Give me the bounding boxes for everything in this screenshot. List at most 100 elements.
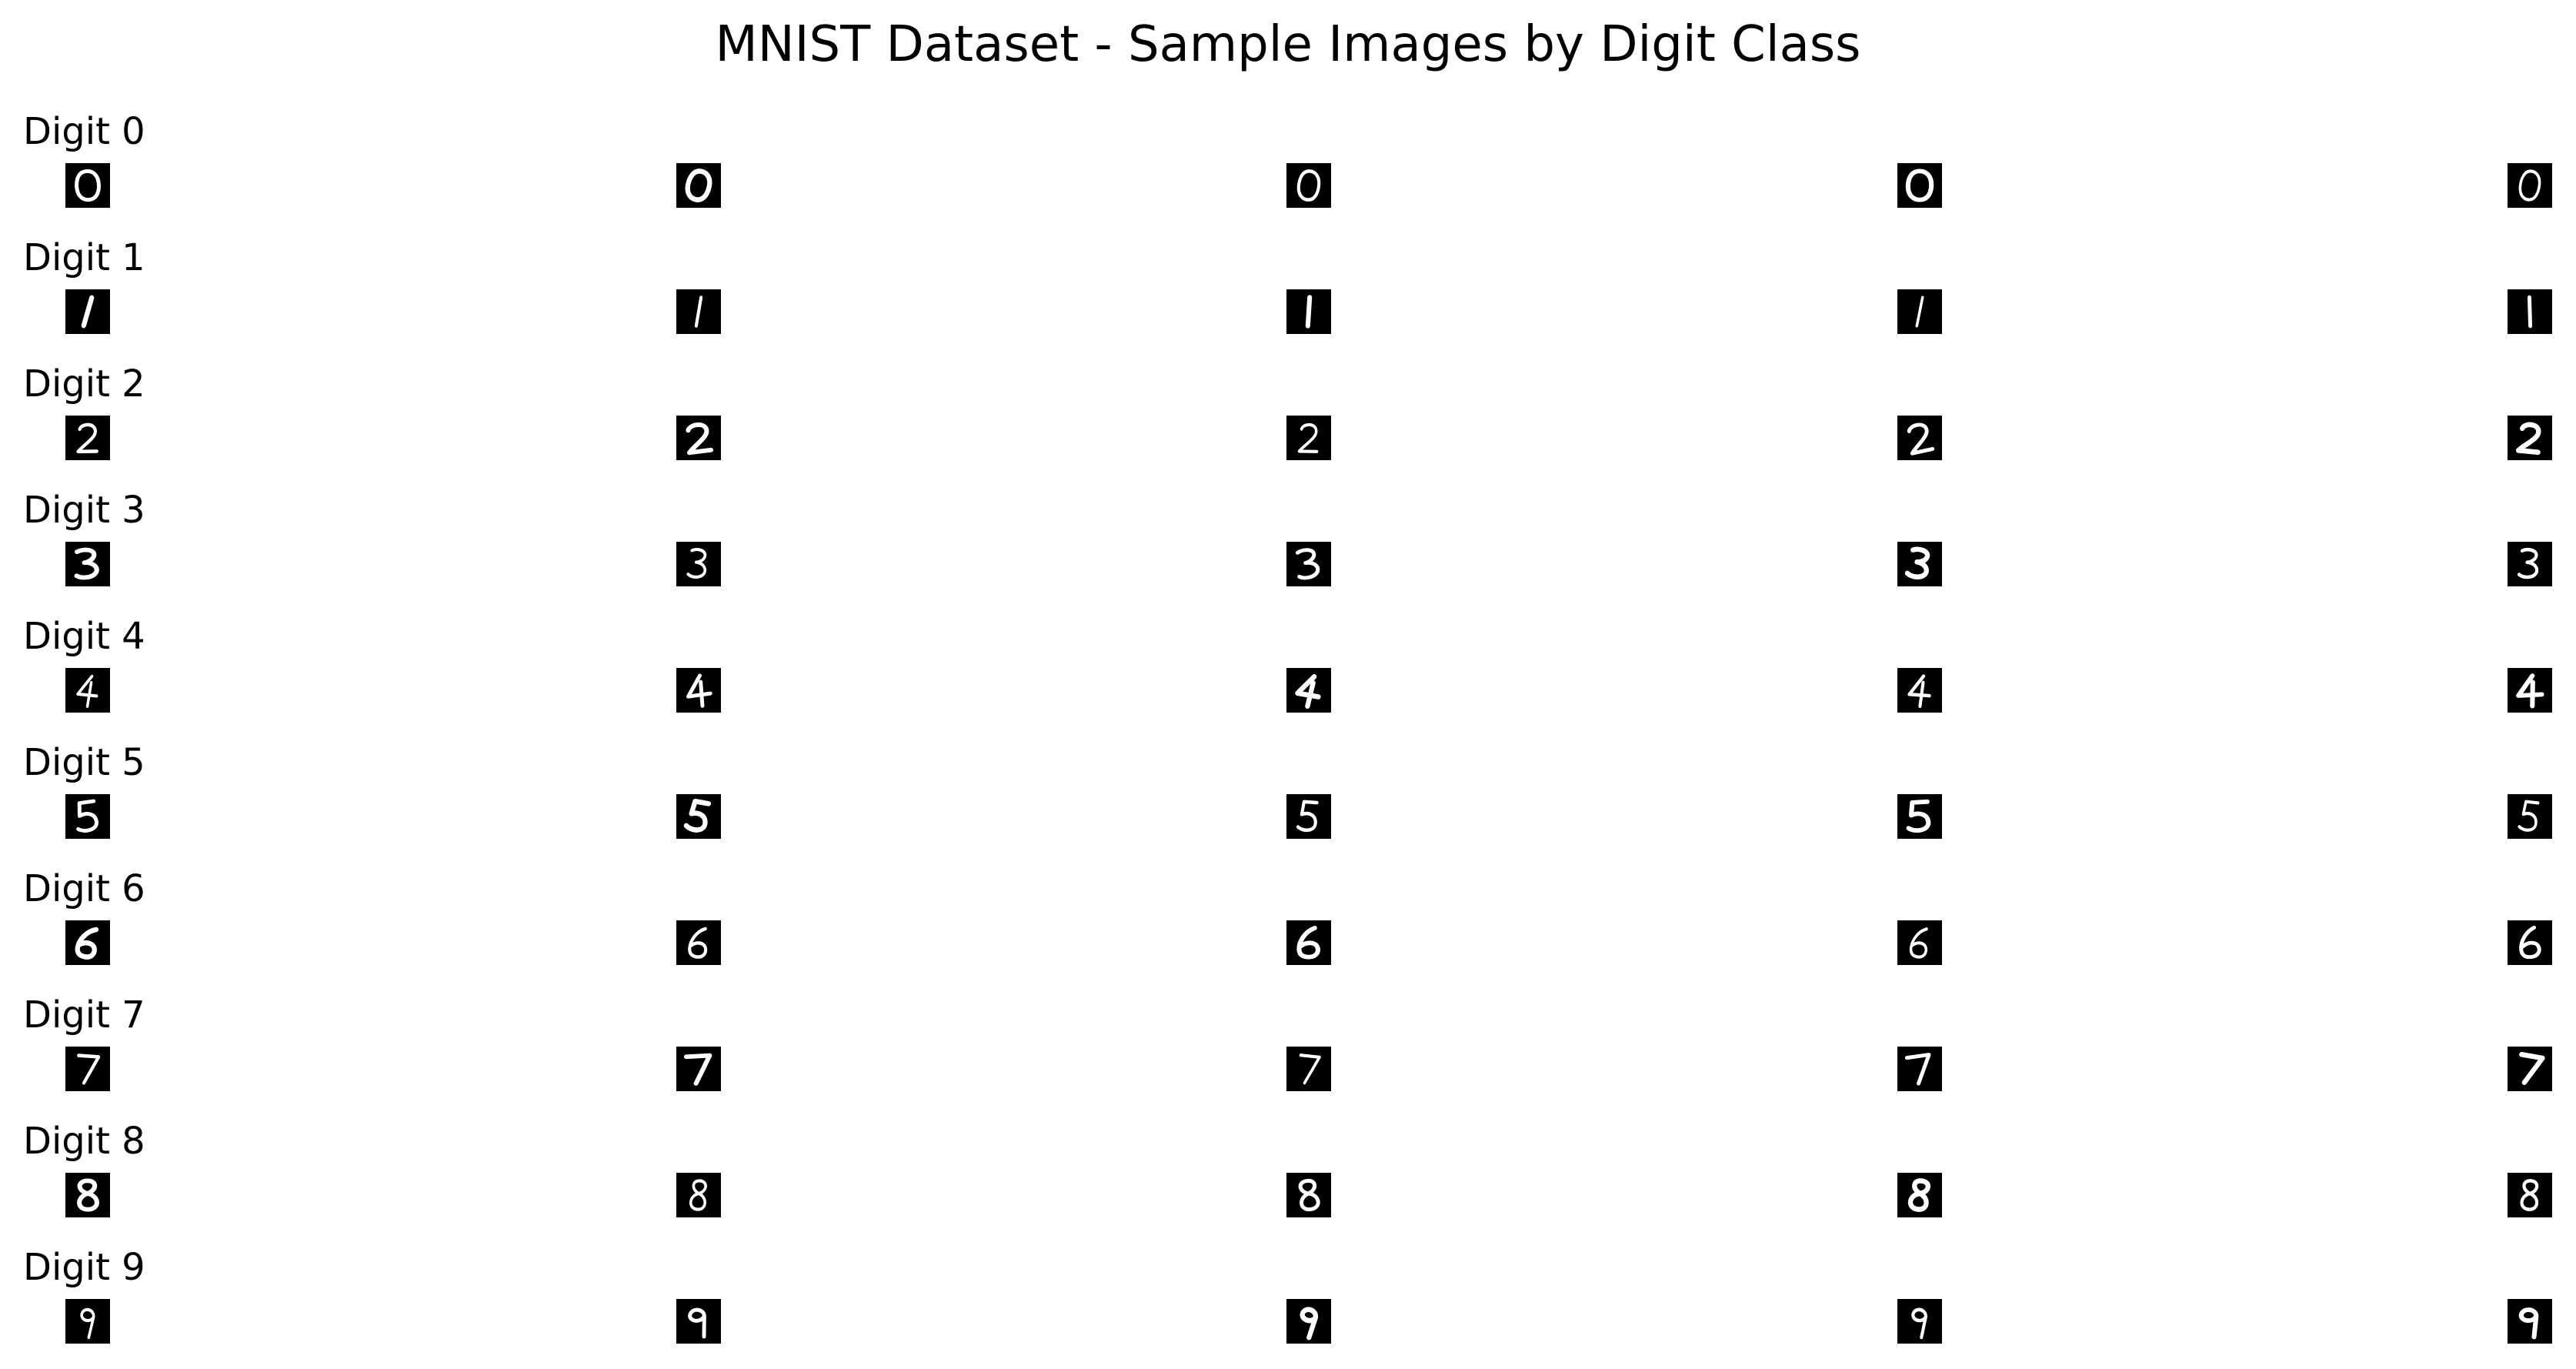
digit-5-sample-image (676, 794, 721, 839)
digit-7-sample-image (65, 1047, 110, 1091)
digit-0-glyph (1296, 169, 1321, 202)
row-label-digit-9: Digit 9 (23, 1246, 145, 1289)
digit-8-glyph (1907, 1178, 1930, 1212)
digit-8-glyph (689, 1179, 707, 1211)
digit-2-glyph (2515, 422, 2541, 456)
digit-2-sample-image (2508, 416, 2552, 460)
digit-3-glyph (74, 547, 99, 580)
digit-3-glyph (1295, 548, 1320, 580)
digit-1-glyph (1305, 295, 1313, 329)
digit-4-glyph (2516, 673, 2544, 709)
digit-8-sample-image (1897, 1173, 1942, 1217)
digit-5-glyph (683, 798, 712, 833)
digit-4-sample-image (1897, 668, 1942, 713)
digit-9-sample-image (1286, 1299, 1331, 1344)
digit-0-glyph (685, 169, 712, 202)
digit-4-sample-image (65, 668, 110, 713)
digit-6-glyph (1909, 927, 1928, 959)
digit-3-glyph (686, 548, 707, 579)
digit-2-glyph (1907, 422, 1935, 456)
row-label-digit-7: Digit 7 (23, 993, 145, 1037)
digit-1-sample-image (676, 289, 721, 334)
digit-7-glyph (1299, 1053, 1321, 1085)
digit-8-sample-image (1286, 1173, 1331, 1217)
digit-1-glyph (1915, 296, 1924, 328)
digit-5-sample-image (65, 794, 110, 839)
digit-2-glyph (686, 422, 714, 456)
digit-6-glyph (1296, 926, 1320, 960)
digit-2-sample-image (1897, 416, 1942, 460)
digit-6-sample-image (676, 920, 721, 965)
digit-2-sample-image (676, 416, 721, 460)
digit-7-glyph (683, 1053, 712, 1086)
digit-9-sample-image (65, 1299, 110, 1344)
digit-0-glyph (2518, 169, 2541, 202)
digit-5-glyph (1906, 799, 1931, 833)
digit-7-glyph (1904, 1053, 1931, 1086)
digit-7-glyph (77, 1053, 101, 1085)
digit-6-sample-image (65, 920, 110, 965)
row-label-digit-6: Digit 6 (23, 867, 145, 910)
digit-0-sample-image (1286, 163, 1331, 208)
digit-9-glyph (1911, 1307, 1927, 1340)
digit-1-glyph (2527, 295, 2533, 329)
digit-3-glyph (2517, 547, 2539, 579)
digit-3-sample-image (676, 542, 721, 586)
digit-9-sample-image (1897, 1299, 1942, 1344)
digit-2-sample-image (1286, 416, 1331, 460)
digit-8-glyph (1298, 1179, 1320, 1211)
digit-3-sample-image (65, 542, 110, 586)
digit-7-glyph (2519, 1051, 2545, 1085)
figure-title: MNIST Dataset - Sample Images by Digit C… (715, 16, 1861, 73)
digit-8-sample-image (676, 1173, 721, 1217)
digit-1-sample-image (1286, 289, 1331, 334)
digit-5-sample-image (1286, 794, 1331, 839)
digit-0-sample-image (676, 163, 721, 208)
digit-0-sample-image (65, 163, 110, 208)
digit-4-sample-image (676, 668, 721, 713)
digit-5-sample-image (2508, 794, 2552, 839)
digit-6-glyph (688, 927, 708, 959)
digit-3-sample-image (2508, 542, 2552, 586)
digit-4-glyph (1295, 674, 1321, 710)
row-label-digit-1: Digit 1 (23, 236, 145, 279)
row-label-digit-2: Digit 2 (23, 362, 145, 406)
row-label-digit-0: Digit 0 (23, 110, 145, 153)
digit-2-glyph (1297, 422, 1319, 453)
digit-4-sample-image (2508, 668, 2552, 713)
digit-4-glyph (76, 674, 98, 708)
digit-8-sample-image (65, 1173, 110, 1217)
row-label-digit-3: Digit 3 (23, 489, 145, 532)
digit-5-sample-image (1897, 794, 1942, 839)
digit-3-sample-image (1897, 542, 1942, 586)
digit-6-sample-image (1286, 920, 1331, 965)
digit-4-glyph (1907, 674, 1931, 709)
digit-9-glyph (688, 1307, 706, 1339)
digit-5-glyph (2518, 800, 2540, 832)
digit-2-glyph (76, 422, 98, 454)
digit-1-sample-image (2508, 289, 2552, 334)
digit-6-glyph (2519, 925, 2541, 960)
digit-1-sample-image (65, 289, 110, 334)
digit-3-glyph (1904, 546, 1930, 579)
row-label-digit-4: Digit 4 (23, 615, 145, 658)
digit-5-glyph (1296, 800, 1319, 833)
digit-5-glyph (76, 799, 98, 833)
digit-8-glyph (2520, 1179, 2539, 1211)
digit-2-sample-image (65, 416, 110, 460)
digit-7-sample-image (2508, 1047, 2552, 1091)
digit-1-glyph (81, 295, 95, 329)
digit-3-sample-image (1286, 542, 1331, 586)
digit-7-sample-image (676, 1047, 721, 1091)
digit-6-sample-image (1897, 920, 1942, 965)
digit-6-glyph (75, 927, 99, 960)
digit-0-sample-image (2508, 163, 2552, 208)
digit-0-glyph (75, 169, 101, 202)
digit-9-glyph (2518, 1307, 2539, 1340)
digit-9-glyph (80, 1307, 95, 1340)
row-label-digit-5: Digit 5 (23, 741, 145, 784)
digit-4-glyph (686, 673, 712, 708)
digit-1-sample-image (1897, 289, 1942, 334)
